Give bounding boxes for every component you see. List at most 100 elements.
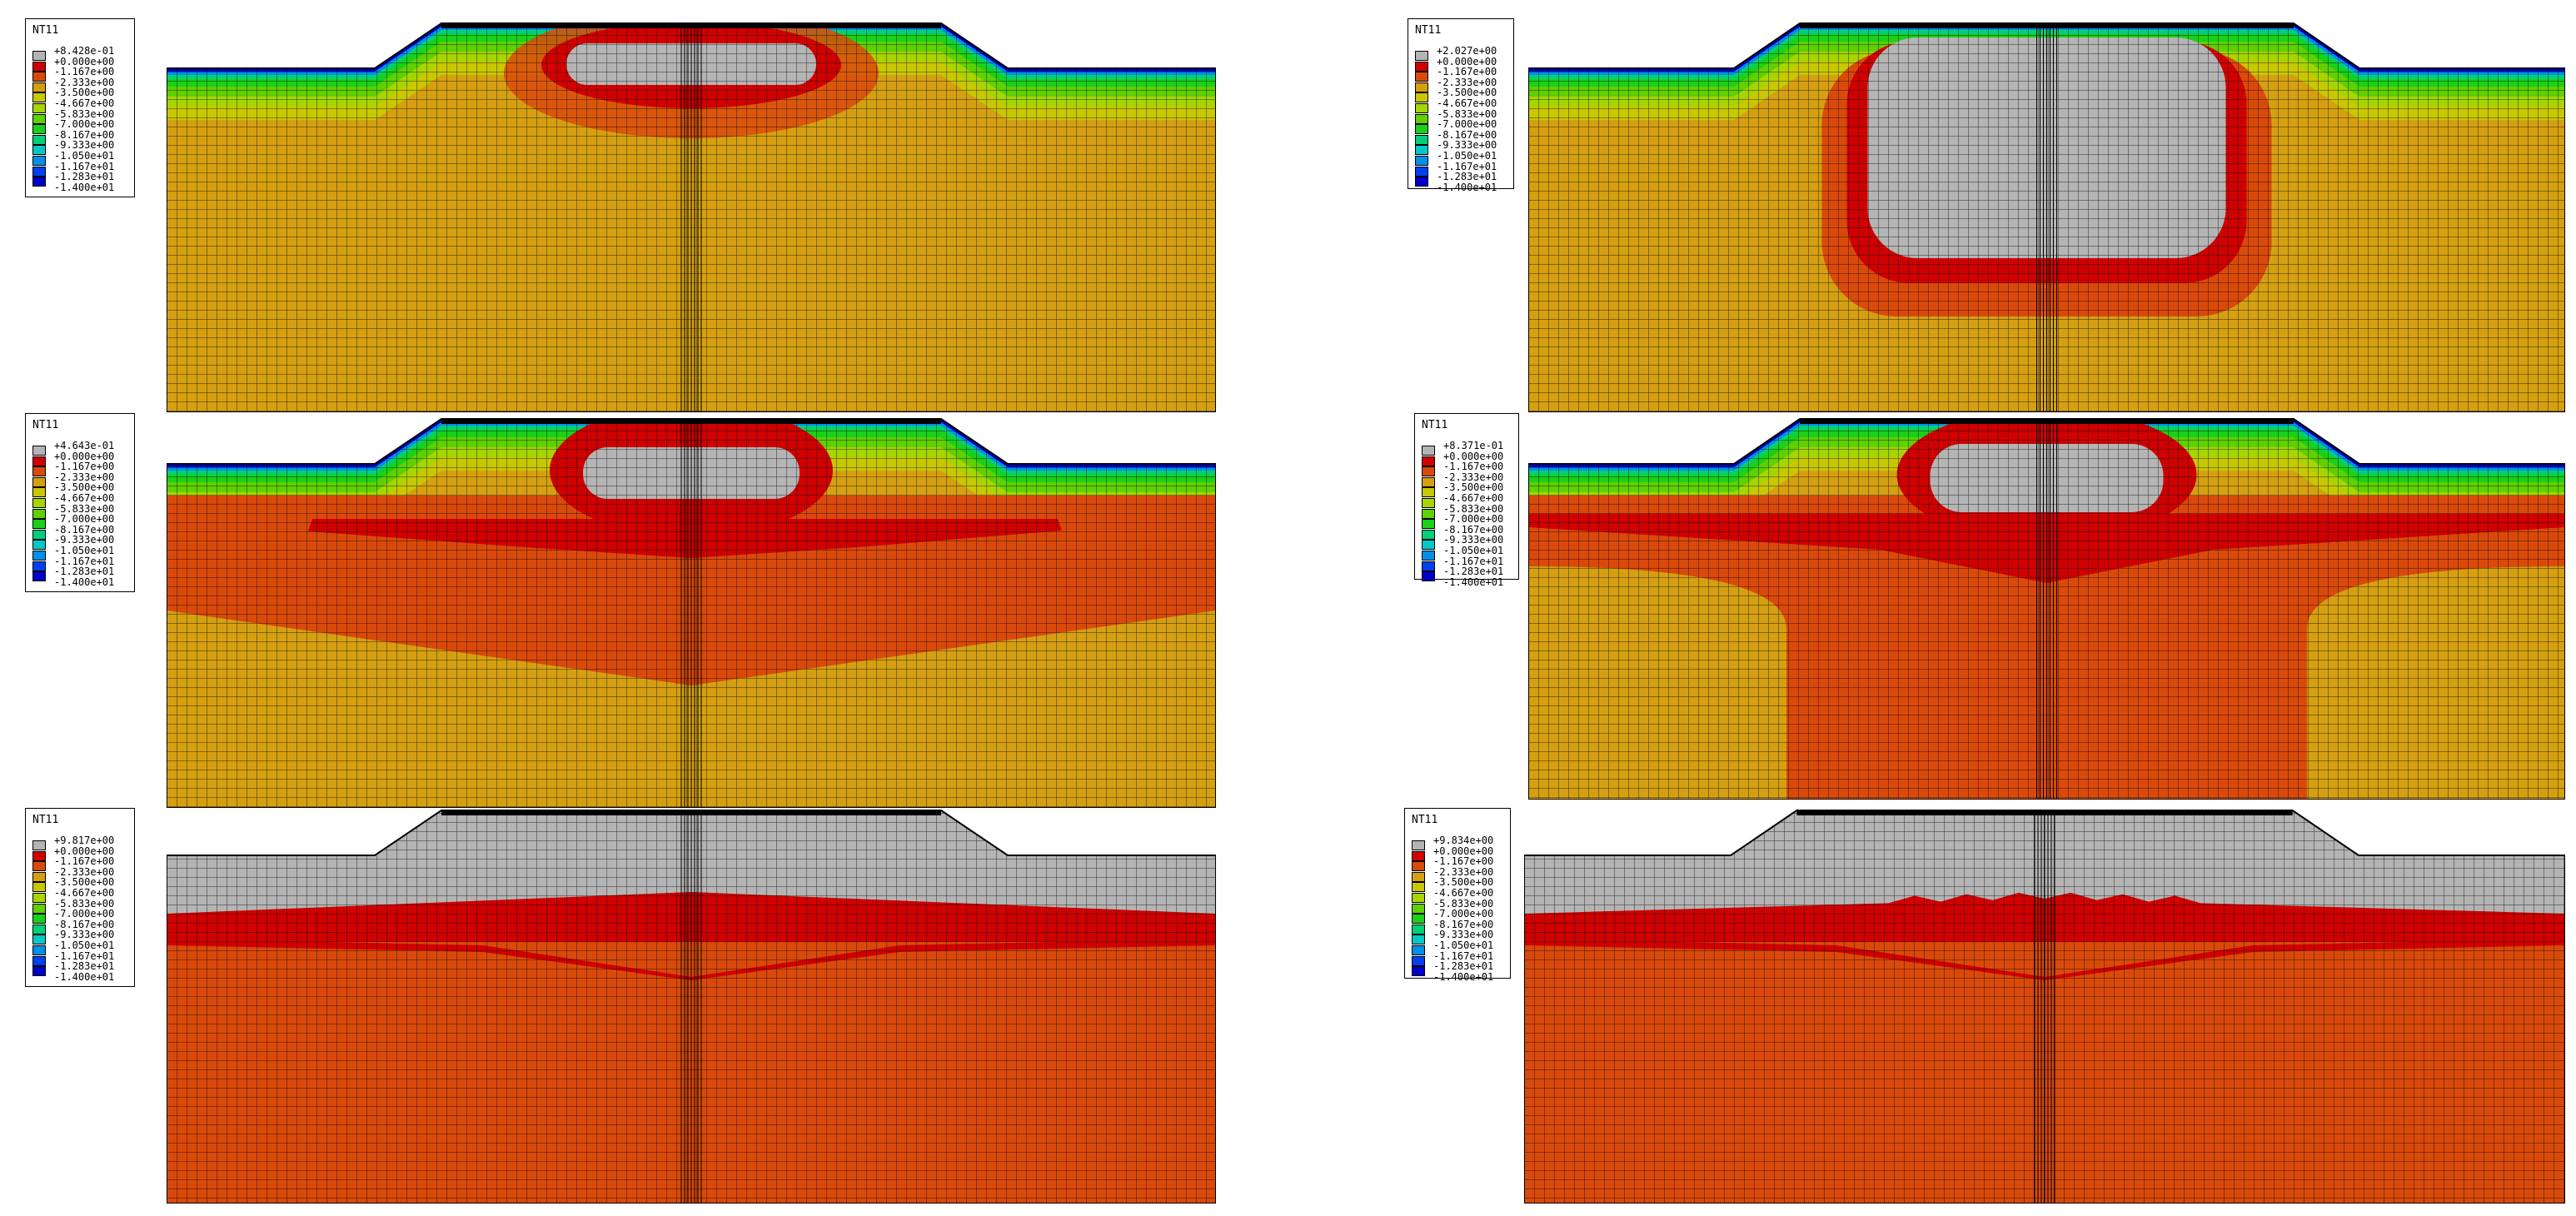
legend-value: +0.000e+00	[54, 55, 115, 67]
legend-value: +0.000e+00	[54, 450, 115, 462]
legend-swatch	[1415, 177, 1428, 187]
legend-swatch	[1412, 945, 1425, 955]
legend-title: NT11	[1415, 24, 1442, 37]
embankment-crest	[1800, 419, 2294, 424]
legend-swatch	[32, 113, 46, 124]
legend-swatch	[1415, 51, 1428, 61]
legend-value: -1.167e+01	[1433, 949, 1494, 962]
legend-value: -2.333e+00	[54, 76, 115, 88]
legend-value: -2.333e+00	[54, 471, 115, 483]
contour-plot-1	[167, 22, 1216, 412]
legend-value: -9.333e+00	[1443, 534, 1504, 546]
legend-value: -4.667e+00	[1433, 887, 1494, 899]
domain-outline	[167, 22, 1216, 412]
legend-value: -1.400e+01	[1437, 181, 1497, 193]
legend-swatch	[32, 134, 46, 145]
legend-value: -5.833e+00	[1437, 107, 1497, 120]
legend-swatch	[32, 871, 46, 882]
legend-swatch	[32, 156, 46, 166]
legend-value: -2.333e+00	[1433, 865, 1494, 878]
legend-title: NT11	[1412, 814, 1438, 826]
legend-value: -7.000e+00	[1437, 118, 1497, 131]
legend-value: -1.283e+01	[54, 960, 115, 973]
legend-value: -1.050e+01	[1437, 150, 1497, 162]
legend-value: -9.333e+00	[1437, 139, 1497, 152]
legend-value: -1.167e+01	[54, 160, 115, 172]
legend-value: -7.000e+00	[1433, 908, 1494, 920]
legend-value: -8.167e+00	[54, 523, 115, 536]
legend-swatch	[32, 882, 46, 893]
legend-swatch	[32, 945, 46, 955]
legend-swatch	[1412, 914, 1425, 924]
domain-outline	[1528, 418, 2565, 800]
legend-value: -8.167e+00	[1433, 918, 1494, 930]
legend-value: -4.667e+00	[1437, 97, 1497, 109]
legend-value: -1.283e+01	[54, 171, 115, 183]
domain-outline	[1524, 810, 2565, 1204]
legend-value: +0.000e+00	[54, 845, 115, 857]
legend-swatch	[1422, 561, 1435, 571]
legend-value: -9.333e+00	[1433, 929, 1494, 941]
contour-fields	[1528, 419, 2565, 800]
legend-value: -8.167e+00	[1437, 128, 1497, 141]
legend-swatch	[1412, 882, 1425, 893]
legend-swatch	[1412, 840, 1425, 850]
embankment-crest	[1796, 810, 2293, 815]
legend-swatch	[32, 561, 46, 571]
legend-value: -1.400e+01	[54, 181, 115, 193]
legend-swatch	[1412, 871, 1425, 882]
legend-value: +4.643e-01	[54, 440, 115, 451]
legend-value: +2.027e+00	[1437, 45, 1497, 57]
legend-value: -1.283e+01	[1443, 566, 1504, 578]
legend-swatch	[32, 893, 46, 903]
legend-value: -1.050e+01	[1433, 939, 1494, 951]
legend-value: -7.000e+00	[54, 908, 115, 920]
legend-swatch	[1422, 540, 1435, 551]
legend-swatch	[32, 861, 46, 872]
legend-value: -3.500e+00	[54, 481, 115, 494]
legend-swatch	[1415, 72, 1428, 82]
legend-value: -9.333e+00	[54, 929, 115, 941]
legend-swatch	[1415, 124, 1428, 135]
legend-value: -1.167e+01	[1443, 555, 1504, 567]
legend-value: -1.167e+00	[54, 855, 115, 868]
legend-value: -7.000e+00	[1443, 513, 1504, 526]
legend-swatch	[32, 903, 46, 914]
legend-swatch	[32, 850, 46, 861]
legend-value: +9.834e+00	[1433, 835, 1494, 846]
legend-swatch	[32, 92, 46, 103]
legend-swatch	[1415, 166, 1428, 177]
legend-value: -2.333e+00	[54, 865, 115, 878]
legend-swatch	[1422, 519, 1435, 530]
legend-swatch	[1412, 861, 1425, 872]
legend-value: +9.817e+00	[54, 835, 115, 846]
legend-value: -8.167e+00	[1443, 523, 1504, 536]
legend-title: NT11	[32, 814, 59, 826]
legend-swatch	[32, 519, 46, 530]
domain-outline	[167, 810, 1216, 1204]
legend-swatch	[1422, 551, 1435, 561]
legend-swatch	[32, 487, 46, 498]
legend-swatch	[32, 529, 46, 540]
legend-value: -9.333e+00	[54, 139, 115, 152]
legend-panel-6: NT11 +9.834e+00 +0.000e+00 -1.167e+00 -2.33…	[1404, 808, 1511, 982]
legend-swatch	[1422, 456, 1435, 466]
legend-swatch	[32, 571, 46, 582]
legend-swatch	[1415, 103, 1428, 113]
legend-value: -4.667e+00	[1443, 492, 1504, 504]
legend-swatch	[1422, 498, 1435, 508]
domain-outline	[1528, 22, 2565, 412]
legend-swatch	[32, 466, 46, 477]
legend-swatch	[1412, 934, 1425, 945]
legend-swatch	[1422, 466, 1435, 477]
legend-value: -3.500e+00	[1443, 481, 1504, 494]
legend-swatch	[32, 924, 46, 934]
contour-plot-6	[1524, 810, 2565, 1204]
legend-swatch	[32, 103, 46, 113]
legend-swatch	[32, 914, 46, 924]
embankment-crest	[441, 23, 941, 28]
legend-swatch	[32, 82, 46, 92]
legend-value: +0.000e+00	[1443, 450, 1504, 462]
legend-value: -1.283e+01	[54, 566, 115, 578]
legend-swatch	[1415, 92, 1428, 103]
